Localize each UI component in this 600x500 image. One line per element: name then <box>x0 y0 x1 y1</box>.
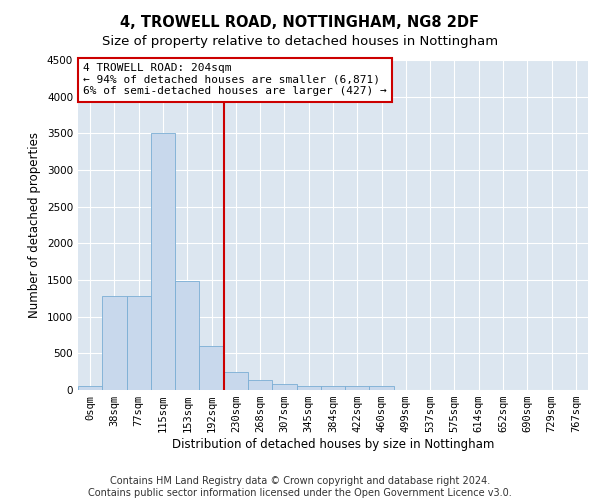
Text: Size of property relative to detached houses in Nottingham: Size of property relative to detached ho… <box>102 35 498 48</box>
Bar <box>151 134 175 390</box>
Bar <box>224 372 248 390</box>
Y-axis label: Number of detached properties: Number of detached properties <box>28 132 41 318</box>
Text: Contains HM Land Registry data © Crown copyright and database right 2024.
Contai: Contains HM Land Registry data © Crown c… <box>88 476 512 498</box>
Bar <box>321 386 345 390</box>
Bar <box>272 384 296 390</box>
Bar <box>175 280 199 390</box>
Text: 4 TROWELL ROAD: 204sqm
← 94% of detached houses are smaller (6,871)
6% of semi-d: 4 TROWELL ROAD: 204sqm ← 94% of detached… <box>83 64 387 96</box>
Bar <box>296 386 321 390</box>
Bar <box>78 386 102 390</box>
Bar <box>248 380 272 390</box>
X-axis label: Distribution of detached houses by size in Nottingham: Distribution of detached houses by size … <box>172 438 494 451</box>
Bar <box>102 296 127 390</box>
Bar <box>370 386 394 390</box>
Bar <box>345 386 370 390</box>
Bar <box>127 296 151 390</box>
Bar <box>199 346 224 390</box>
Text: 4, TROWELL ROAD, NOTTINGHAM, NG8 2DF: 4, TROWELL ROAD, NOTTINGHAM, NG8 2DF <box>121 15 479 30</box>
